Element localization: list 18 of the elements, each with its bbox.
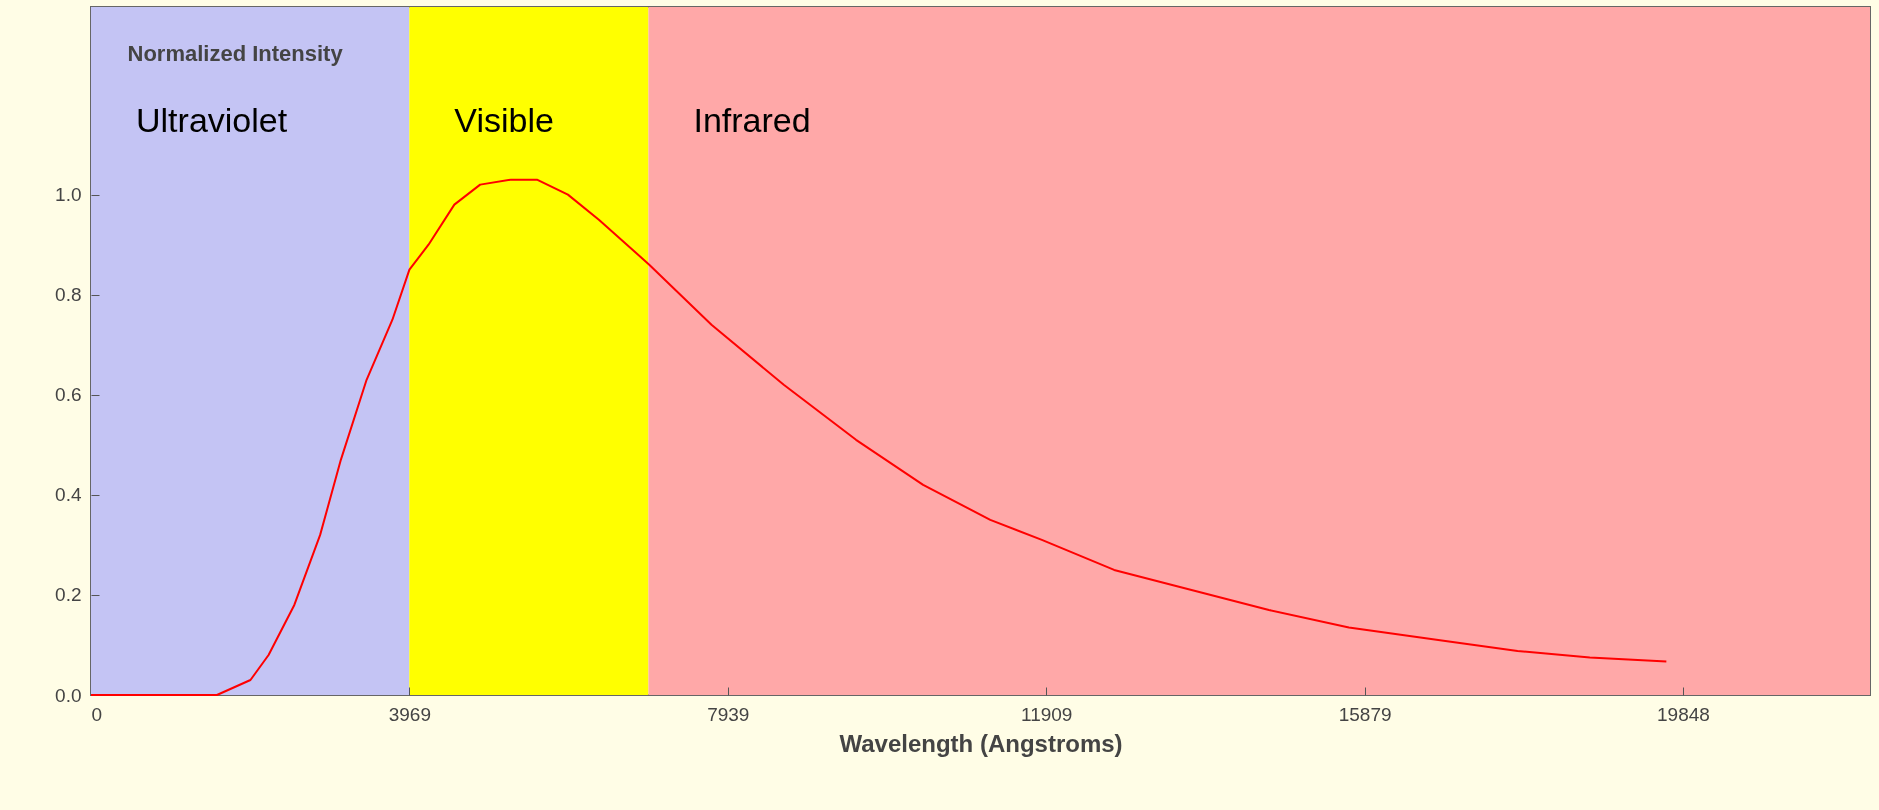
y-tick-label: 1.0 <box>55 184 82 206</box>
x-tick-label: 7939 <box>707 703 750 725</box>
x-axis-title: Wavelength (Angstroms) <box>839 729 1123 757</box>
x-tick-label: 0 <box>91 703 103 725</box>
band-label: Infrared <box>693 101 811 139</box>
y-tick-label: 0.6 <box>55 384 82 406</box>
band-label: Visible <box>454 101 554 139</box>
y-axis-title: Normalized Intensity <box>127 40 344 66</box>
line-series <box>90 178 1668 696</box>
y-tick-label: 0.4 <box>55 484 82 506</box>
y-tick-label: 0.2 <box>55 584 82 606</box>
x-tick-label: 15879 <box>1338 703 1392 725</box>
x-tick-label: 19848 <box>1657 703 1710 725</box>
x-tick-label: 11909 <box>1020 703 1073 725</box>
y-tick-label: 0.8 <box>55 284 82 306</box>
x-tick-label: 3969 <box>388 703 431 725</box>
band-label: Ultraviolet <box>136 101 288 139</box>
y-tick-label: 0.0 <box>55 684 82 706</box>
